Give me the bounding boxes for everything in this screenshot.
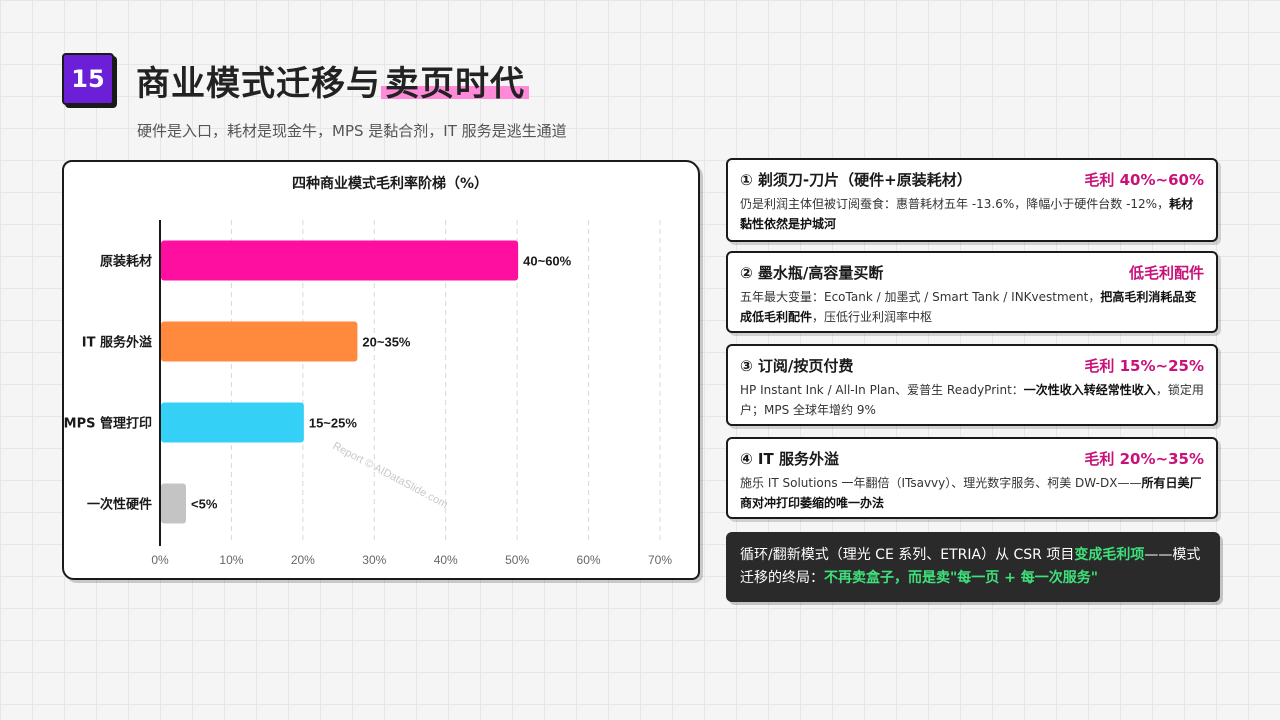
x-tick-label: 10% xyxy=(219,553,243,567)
card-body-emphasis: 把高毛利消耗品变成低毛利配件 xyxy=(740,290,1197,324)
margin-bar-chart: 四种商业模式毛利率阶梯（%） 0% 10% 20% 30% 40% 50% 60% 70% 原装耗… xyxy=(64,175,672,567)
card-body: HP Instant Ink / All-In Plan、爱普生 ReadyPr… xyxy=(740,380,1204,420)
data-label: 20~35% xyxy=(362,335,411,350)
title-main: 商业模式迁移与 xyxy=(136,64,381,104)
x-tick-label: 30% xyxy=(362,553,386,567)
chart-card: 四种商业模式毛利率阶梯（%） 0% 10% 20% 30% 40% 50% 60% 70% 原装耗… xyxy=(62,160,700,580)
x-tick-label: 70% xyxy=(648,553,672,567)
conclusion-note: 循环/翻新模式（理光 CE 系列、ETRIA）从 CSR 项目变成毛利项——模式… xyxy=(726,532,1220,602)
data-label: 15~25% xyxy=(309,416,358,431)
data-label: <5% xyxy=(191,497,218,512)
x-tick-label: 20% xyxy=(291,553,315,567)
x-tick-label: 60% xyxy=(577,553,601,567)
card-margin-tag: 低毛利配件 xyxy=(1128,264,1204,282)
bar xyxy=(161,321,358,362)
card-title: ② 墨水瓶/高容量买断 xyxy=(740,264,884,282)
card-margin-tag: 毛利 20%~35% xyxy=(1084,450,1204,468)
model-card-2: ② 墨水瓶/高容量买断 低毛利配件 五年最大变量：EcoTank / 加墨式 /… xyxy=(726,251,1218,333)
data-label: 40~60% xyxy=(523,254,572,269)
model-card-3: ③ 订阅/按页付费 毛利 15%~25% HP Instant Ink / Al… xyxy=(726,344,1218,426)
model-card-1: ① 剃须刀-刀片（硬件+原装耗材） 毛利 40%~60% 仍是利润主体但被订阅蚕… xyxy=(726,158,1218,242)
card-body-text: HP Instant Ink / All-In Plan、爱普生 ReadyPr… xyxy=(740,383,1024,397)
card-margin-tag: 毛利 15%~25% xyxy=(1084,357,1204,375)
card-title: ③ 订阅/按页付费 xyxy=(740,357,854,375)
bar xyxy=(161,240,519,281)
slide-number-badge: 15 xyxy=(62,53,114,105)
card-body: 施乐 IT Solutions 一年翻倍（ITsavvy）、理光数字服务、柯美 … xyxy=(740,473,1204,513)
watermark: Report © AIDataSlide.com xyxy=(331,440,450,511)
page-title: 商业模式迁移与 卖页时代 xyxy=(136,56,529,105)
card-body-tail: ，锁定用户；MPS 全球年增约 9% xyxy=(740,383,1204,417)
card-body: 五年最大变量：EcoTank / 加墨式 / Smart Tank / INKv… xyxy=(740,287,1204,327)
x-tick-label: 50% xyxy=(505,553,529,567)
chart-title: 四种商业模式毛利率阶梯（%） xyxy=(292,175,488,192)
card-body-emphasis: 耗材黏性依然是护城河 xyxy=(740,197,1194,231)
card-title: ① 剃须刀-刀片（硬件+原装耗材） xyxy=(740,171,972,189)
category-label: 原装耗材 xyxy=(100,254,152,270)
card-body-emphasis: 一次性收入转经常性收入 xyxy=(1023,383,1156,397)
card-body-text: 施乐 IT Solutions 一年翻倍（ITsavvy）、理光数字服务、柯美 … xyxy=(740,476,1142,490)
x-tick-label: 40% xyxy=(434,553,458,567)
bar xyxy=(161,402,304,443)
card-body-text: 五年最大变量：EcoTank / 加墨式 / Smart Tank / INKv… xyxy=(740,290,1101,304)
note-highlight-2: 不再卖盒子，而是卖"每一页 + 每一次服务" xyxy=(824,570,1099,586)
note-text-2: ——模式迁移的终局： xyxy=(740,547,1201,586)
page-subtitle: 硬件是入口，耗材是现金牛，MPS 是黏合剂，IT 服务是逃生通道 xyxy=(137,122,567,140)
card-body-tail: ，压低行业利润率中枢 xyxy=(812,310,933,324)
category-label: 一次性硬件 xyxy=(87,497,152,513)
card-body: 仍是利润主体但被订阅蚕食：惠普耗材五年 -13.6%，降幅小于硬件台数 -12%… xyxy=(740,194,1204,234)
card-margin-tag: 毛利 40%~60% xyxy=(1084,171,1204,189)
card-title: ④ IT 服务外溢 xyxy=(740,450,839,468)
note-text-1: 循环/翻新模式（理光 CE 系列、ETRIA）从 CSR 项目 xyxy=(740,547,1075,563)
note-highlight-1: 变成毛利项 xyxy=(1074,547,1145,563)
category-label: MPS 管理打印 xyxy=(64,416,152,432)
card-body-text: 仍是利润主体但被订阅蚕食：惠普耗材五年 -13.6%，降幅小于硬件台数 -12%… xyxy=(740,197,1170,211)
x-tick-label: 0% xyxy=(151,553,169,567)
bar xyxy=(161,483,186,524)
model-card-4: ④ IT 服务外溢 毛利 20%~35% 施乐 IT Solutions 一年翻… xyxy=(726,437,1218,519)
title-highlight: 卖页时代 xyxy=(381,64,529,104)
card-body-emphasis: 所有日美厂商对冲打印萎缩的唯一办法 xyxy=(740,476,1202,510)
category-label: IT 服务外溢 xyxy=(82,335,152,351)
